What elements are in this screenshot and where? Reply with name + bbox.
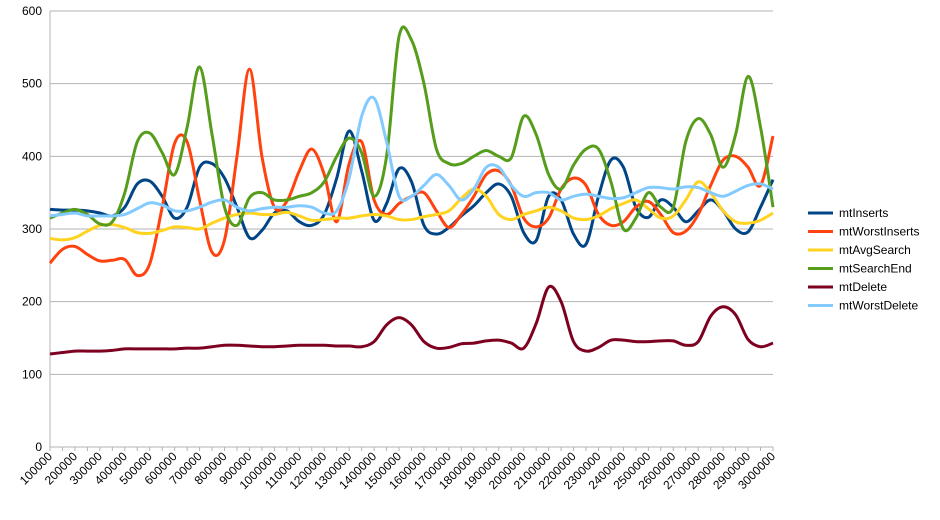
line-series bbox=[49, 180, 774, 242]
y-tick-label: 400 bbox=[22, 149, 42, 163]
y-tick-label: 200 bbox=[22, 295, 42, 309]
legend-label: mtWorstInserts bbox=[839, 225, 919, 239]
legend-label: mtAvgSearch bbox=[839, 243, 911, 257]
legend-label: mtInserts bbox=[839, 206, 888, 220]
line-series bbox=[49, 95, 774, 218]
line-series bbox=[49, 25, 775, 233]
y-tick-label: 600 bbox=[22, 4, 42, 18]
y-tick-label: 0 bbox=[35, 440, 42, 454]
line-series bbox=[49, 284, 774, 356]
legend-label: mtWorstDelete bbox=[839, 299, 918, 313]
legend-label: mtSearchEnd bbox=[839, 262, 912, 276]
y-tick-label: 500 bbox=[22, 77, 42, 91]
line-series bbox=[48, 67, 775, 278]
y-tick-label: 100 bbox=[22, 367, 42, 381]
y-tick-label: 300 bbox=[22, 222, 42, 236]
legend-label: mtDelete bbox=[839, 280, 887, 294]
